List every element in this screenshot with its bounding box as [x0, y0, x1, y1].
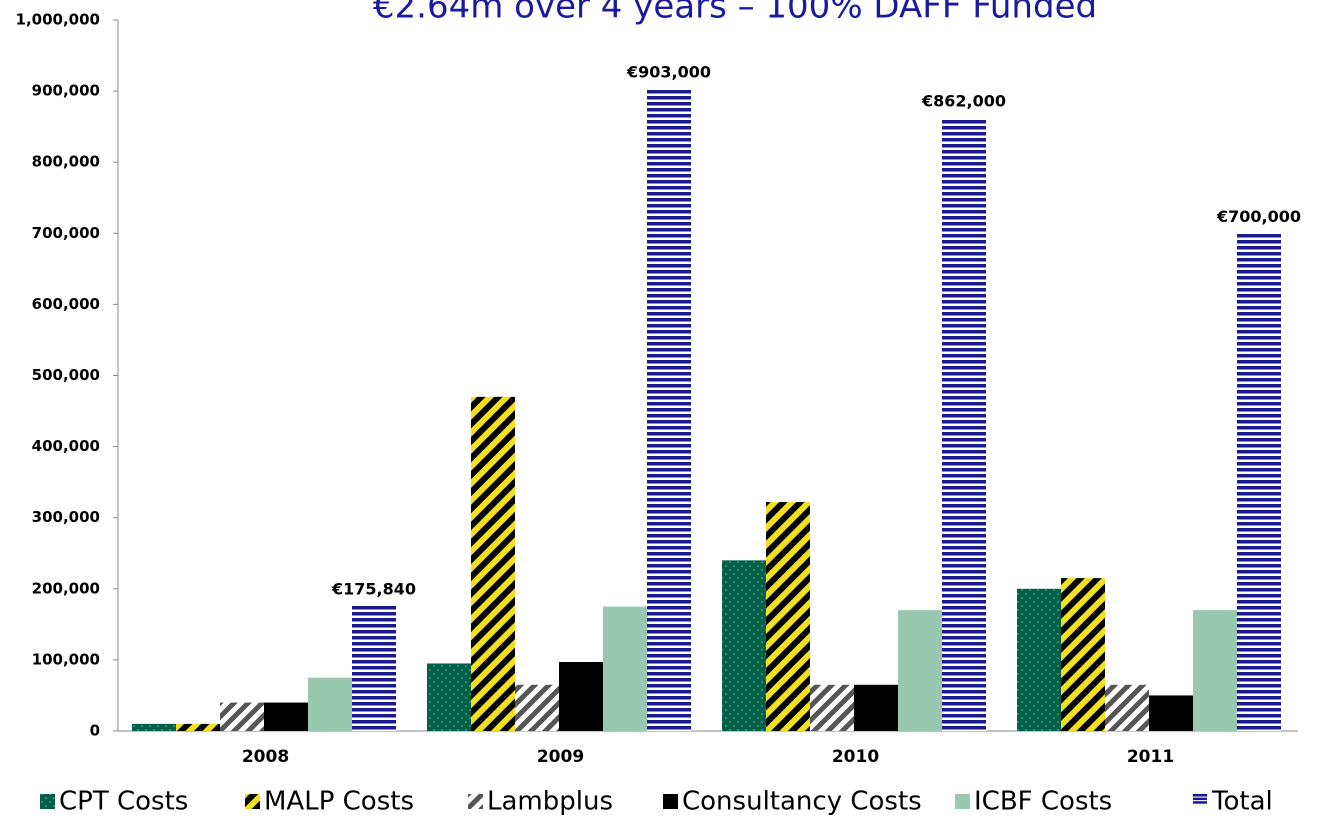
legend-label: Lambplus — [487, 787, 613, 816]
value-label: €700,000 — [1216, 207, 1301, 226]
bar — [942, 118, 986, 732]
x-tick-label: 2011 — [1127, 747, 1174, 767]
value-label: €175,840 — [331, 579, 416, 598]
bar — [220, 702, 264, 731]
bar — [427, 663, 471, 731]
bar — [854, 684, 898, 731]
legend-swatch — [40, 794, 55, 809]
y-tick-label: 700,000 — [32, 224, 100, 242]
x-tick-label: 2009 — [537, 747, 584, 767]
bar — [898, 610, 942, 731]
y-tick-label: 500,000 — [32, 366, 100, 384]
bar — [471, 396, 515, 731]
legend-swatch — [1193, 797, 1207, 801]
legend-swatch — [468, 794, 483, 809]
bar — [1105, 684, 1149, 731]
bar — [308, 677, 352, 731]
y-tick-label: 1,000,000 — [16, 11, 100, 29]
bar — [559, 662, 603, 731]
x-tick-label: 2008 — [242, 747, 289, 767]
bar — [603, 606, 647, 731]
value-label: €862,000 — [921, 92, 1006, 111]
y-tick-label: 900,000 — [32, 82, 100, 100]
bar — [810, 684, 854, 731]
legend-swatch — [1193, 801, 1207, 804]
legend-label: Consultancy Costs — [682, 787, 922, 816]
y-tick-label: 600,000 — [32, 295, 100, 313]
y-tick-label: 0 — [90, 722, 100, 740]
y-tick-label: 100,000 — [32, 650, 100, 668]
y-tick-label: 300,000 — [32, 508, 100, 526]
legend-label: Total — [1211, 787, 1273, 816]
legend-swatch — [663, 794, 678, 809]
y-tick-label: 200,000 — [32, 579, 100, 597]
bar — [647, 88, 691, 732]
bar — [1017, 588, 1061, 731]
legend-swatch — [245, 794, 260, 809]
legend-swatch — [955, 794, 970, 809]
bar — [515, 684, 559, 731]
y-tick-label: 400,000 — [32, 437, 100, 455]
bar — [352, 605, 396, 731]
y-tick-label: 800,000 — [32, 153, 100, 171]
x-tick-label: 2010 — [832, 747, 879, 767]
bar — [1193, 610, 1237, 731]
legend-label: CPT Costs — [59, 787, 188, 816]
bar — [722, 560, 766, 731]
bar — [132, 723, 176, 731]
bar — [1061, 578, 1105, 731]
chart-title: €2.64m over 4 years – 100% DAFF Funded — [373, 0, 1097, 27]
bar — [176, 723, 220, 731]
bar — [766, 502, 810, 731]
bar — [1149, 695, 1193, 731]
legend-swatch — [1193, 794, 1207, 797]
bar — [1237, 233, 1281, 732]
legend-label: MALP Costs — [264, 787, 414, 816]
legend-label: ICBF Costs — [974, 787, 1112, 816]
bar — [264, 702, 308, 731]
value-label: €903,000 — [626, 62, 711, 81]
